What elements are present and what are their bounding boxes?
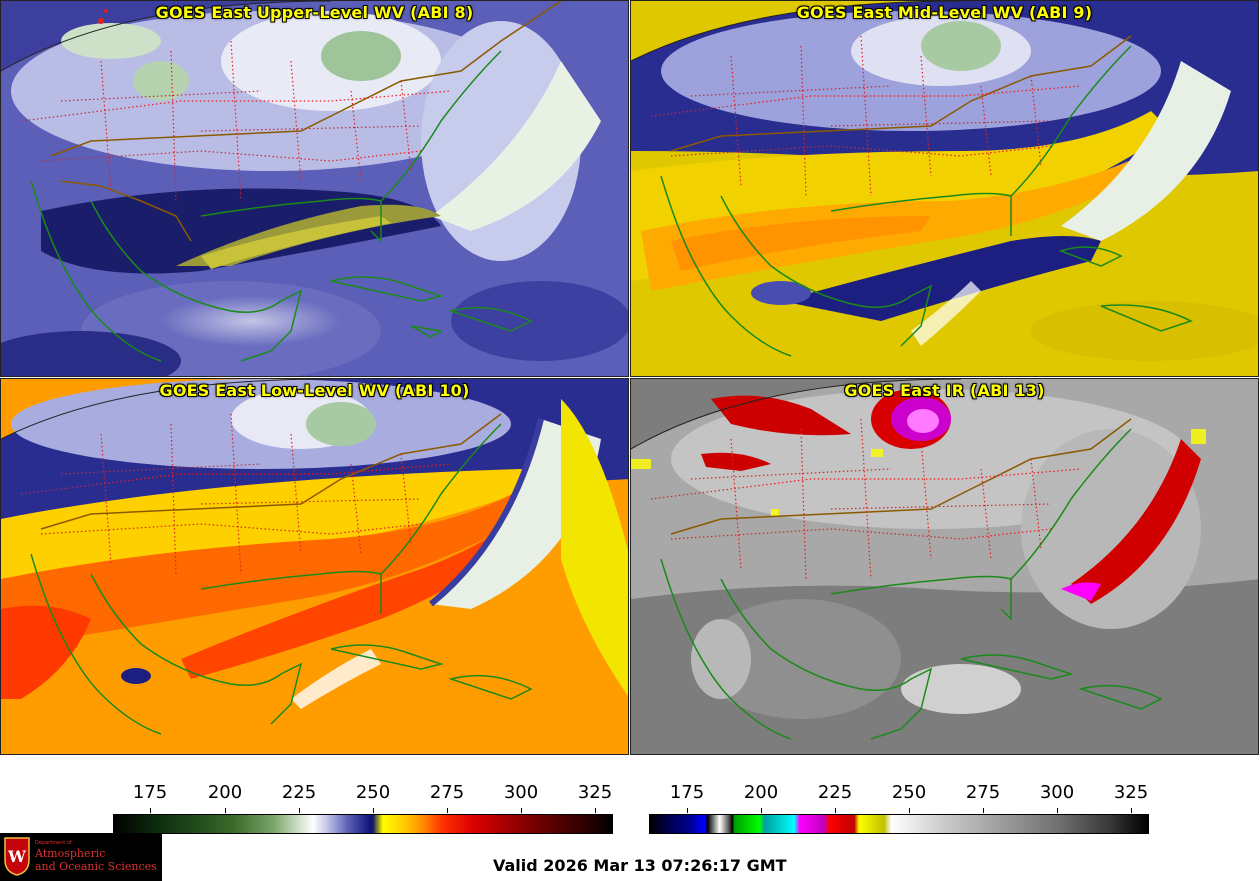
ir-panel: GOES East IR (ABI 13) — [630, 378, 1259, 755]
mid-level-wv-panel: GOES East Mid-Level WV (ABI 9) — [630, 0, 1259, 377]
logo-line1: Atmospheric — [35, 847, 106, 860]
tick-label: 300 — [1039, 782, 1075, 803]
tick-label: 325 — [1113, 782, 1149, 803]
tick-mark — [687, 808, 688, 813]
ir-colorbar-gradient — [649, 814, 1149, 834]
tick-label: 250 — [355, 782, 391, 803]
tick-mark — [909, 808, 910, 813]
tick-label: 175 — [669, 782, 705, 803]
panel-title: GOES East IR (ABI 13) — [844, 381, 1045, 400]
low-level-wv-image — [1, 379, 628, 754]
panel-title: GOES East Mid-Level WV (ABI 9) — [796, 3, 1093, 22]
uw-crest-icon: W — [4, 837, 30, 876]
low-level-wv-panel: GOES East Low-Level WV (ABI 10) — [0, 378, 629, 755]
upper-level-wv-panel: GOES East Upper-Level WV (ABI 8) — [0, 0, 629, 377]
tick-mark — [761, 808, 762, 813]
ir-image — [631, 379, 1258, 754]
upper-level-wv-image — [1, 1, 628, 376]
uw-aos-logo: W Department of Atmospheric and Oceanic … — [0, 833, 162, 881]
tick-mark — [835, 808, 836, 813]
tick-label: 200 — [743, 782, 779, 803]
tick-label: 200 — [207, 782, 243, 803]
tick-mark — [983, 808, 984, 813]
tick-mark — [299, 808, 300, 813]
tick-mark — [521, 808, 522, 813]
tick-mark — [1057, 808, 1058, 813]
tick-label: 175 — [132, 782, 168, 803]
tick-label: 275 — [429, 782, 465, 803]
tick-mark — [1131, 808, 1132, 813]
valid-time-label: Valid 2026 Mar 13 07:26:17 GMT — [493, 856, 787, 875]
crest-letter: W — [7, 847, 27, 866]
tick-mark — [595, 808, 596, 813]
tick-label: 225 — [817, 782, 853, 803]
wv-colorbar: 175 200 225 250 275 300 325 — [113, 782, 613, 842]
tick-label: 250 — [891, 782, 927, 803]
ir-colorbar: 175 200 225 250 275 300 325 — [649, 782, 1149, 842]
tick-mark — [225, 808, 226, 813]
tick-mark — [447, 808, 448, 813]
tick-label: 225 — [281, 782, 317, 803]
logo-department: Department of — [35, 840, 72, 846]
logo-line2: and Oceanic Sciences — [35, 860, 157, 873]
tick-label: 325 — [577, 782, 613, 803]
mid-level-wv-image — [631, 1, 1258, 376]
tick-label: 275 — [965, 782, 1001, 803]
wv-colorbar-gradient — [113, 814, 613, 834]
tick-mark — [373, 808, 374, 813]
tick-label: 300 — [503, 782, 539, 803]
panel-title: GOES East Upper-Level WV (ABI 8) — [155, 3, 474, 22]
tick-mark — [150, 808, 151, 813]
panel-title: GOES East Low-Level WV (ABI 10) — [159, 381, 470, 400]
